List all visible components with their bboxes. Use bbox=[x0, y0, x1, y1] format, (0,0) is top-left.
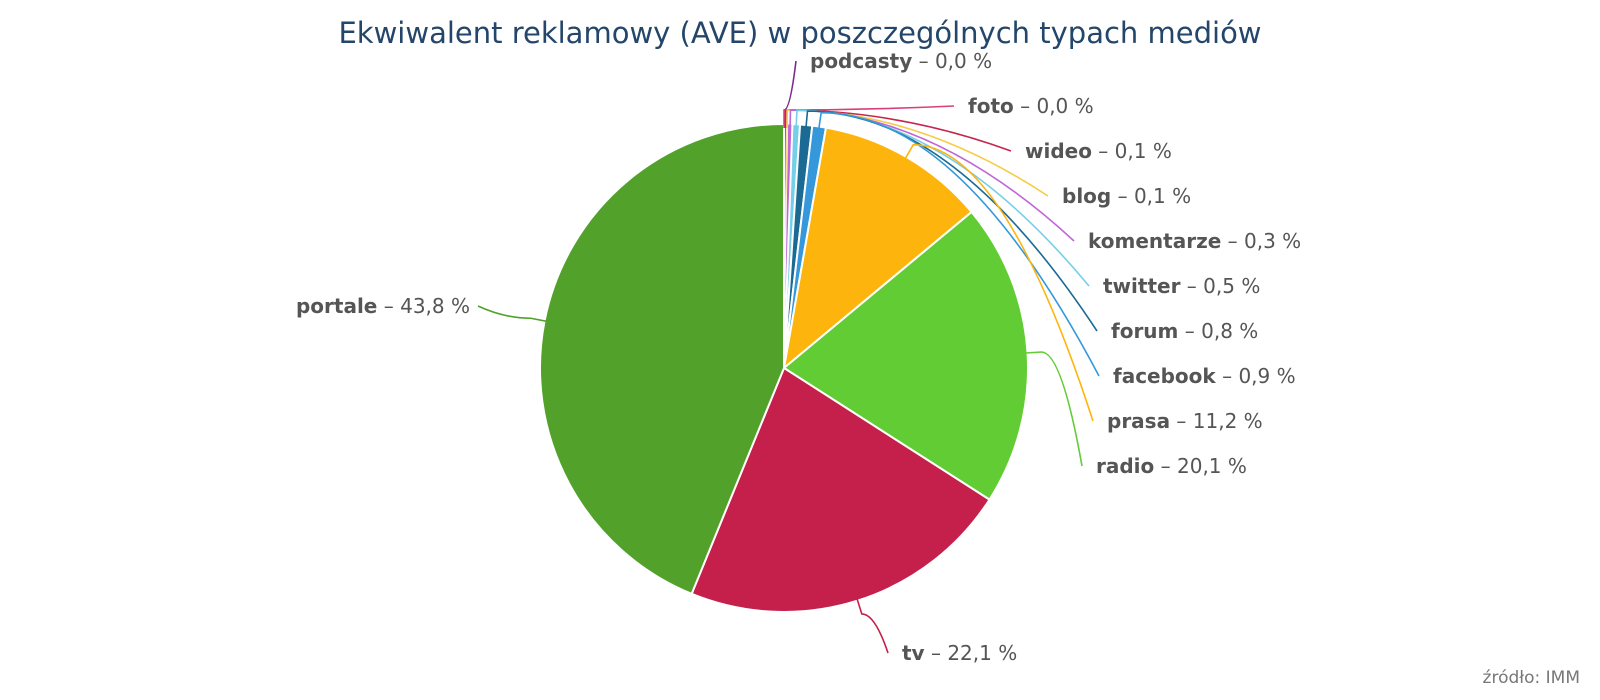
slice-label-separator: – bbox=[1092, 139, 1115, 163]
slice-label-name: prasa bbox=[1107, 409, 1170, 433]
slice-label-separator: – bbox=[1216, 364, 1239, 388]
source-note: źródło: IMM bbox=[1482, 668, 1580, 688]
slice-label-value: 0,9 % bbox=[1238, 364, 1295, 388]
connector-radio bbox=[1023, 351, 1083, 467]
slice-label-name: foto bbox=[968, 94, 1014, 118]
connector-facebook bbox=[817, 111, 1100, 377]
connector-prasa bbox=[903, 143, 1094, 422]
slice-label-value: 0,1 % bbox=[1134, 184, 1191, 208]
slice-label-separator: – bbox=[1111, 184, 1134, 208]
slice-label-separator: – bbox=[1154, 454, 1177, 478]
connector-portale bbox=[477, 305, 549, 323]
connector-tv bbox=[855, 596, 889, 654]
slice-label-value: 0,8 % bbox=[1201, 319, 1258, 343]
slice-label-komentarze: komentarze – 0,3 % bbox=[1088, 229, 1301, 253]
slice-label-name: komentarze bbox=[1088, 229, 1221, 253]
slice-label-value: 43,8 % bbox=[400, 294, 470, 318]
slice-label-separator: – bbox=[1221, 229, 1244, 253]
slice-label-wideo: wideo – 0,1 % bbox=[1025, 139, 1172, 163]
slice-label-separator: – bbox=[1178, 319, 1201, 343]
slice-label-name: blog bbox=[1062, 184, 1111, 208]
slice-label-name: twitter bbox=[1103, 274, 1181, 298]
chart-title: Ekwiwalent reklamowy (AVE) w poszczególn… bbox=[338, 16, 1262, 50]
label-connectors bbox=[477, 60, 1100, 654]
slice-label-name: podcasty bbox=[810, 49, 912, 73]
slice-label-value: 0,1 % bbox=[1115, 139, 1172, 163]
slice-label-name: wideo bbox=[1025, 139, 1092, 163]
slice-label-separator: – bbox=[1180, 274, 1203, 298]
slice-label-value: 0,5 % bbox=[1203, 274, 1260, 298]
slice-label-value: 11,2 % bbox=[1193, 409, 1263, 433]
slice-label-name: radio bbox=[1096, 454, 1154, 478]
slice-label-separator: – bbox=[925, 641, 948, 665]
slice-label-name: forum bbox=[1111, 319, 1178, 343]
slice-label-value: 0,0 % bbox=[935, 49, 992, 73]
slice-label-forum: forum – 0,8 % bbox=[1111, 319, 1258, 343]
slice-label-portale: portale – 43,8 % bbox=[296, 294, 470, 318]
slice-label-tv: tv – 22,1 % bbox=[902, 641, 1017, 665]
slice-label-facebook: facebook – 0,9 % bbox=[1113, 364, 1296, 388]
slice-label-value: 0,0 % bbox=[1036, 94, 1093, 118]
slice-label-foto: foto – 0,0 % bbox=[968, 94, 1094, 118]
pie-slices bbox=[539, 122, 1029, 613]
slice-label-separator: – bbox=[1170, 409, 1193, 433]
slice-label-separator: – bbox=[377, 294, 400, 318]
slice-label-radio: radio – 20,1 % bbox=[1096, 454, 1247, 478]
slice-label-separator: – bbox=[1014, 94, 1037, 118]
slice-label-separator: – bbox=[912, 49, 935, 73]
slice-label-name: portale bbox=[296, 294, 377, 318]
slice-label-value: 0,3 % bbox=[1244, 229, 1301, 253]
slice-label-name: tv bbox=[902, 641, 925, 665]
slice-label-value: 22,1 % bbox=[947, 641, 1017, 665]
slice-label-twitter: twitter – 0,5 % bbox=[1103, 274, 1260, 298]
slice-labels: podcasty – 0,0 %foto – 0,0 %wideo – 0,1 … bbox=[296, 49, 1301, 665]
slice-label-blog: blog – 0,1 % bbox=[1062, 184, 1191, 208]
slice-label-name: facebook bbox=[1113, 364, 1216, 388]
slice-label-prasa: prasa – 11,2 % bbox=[1107, 409, 1263, 433]
slice-label-value: 20,1 % bbox=[1177, 454, 1247, 478]
slice-label-podcasty: podcasty – 0,0 % bbox=[810, 49, 992, 73]
